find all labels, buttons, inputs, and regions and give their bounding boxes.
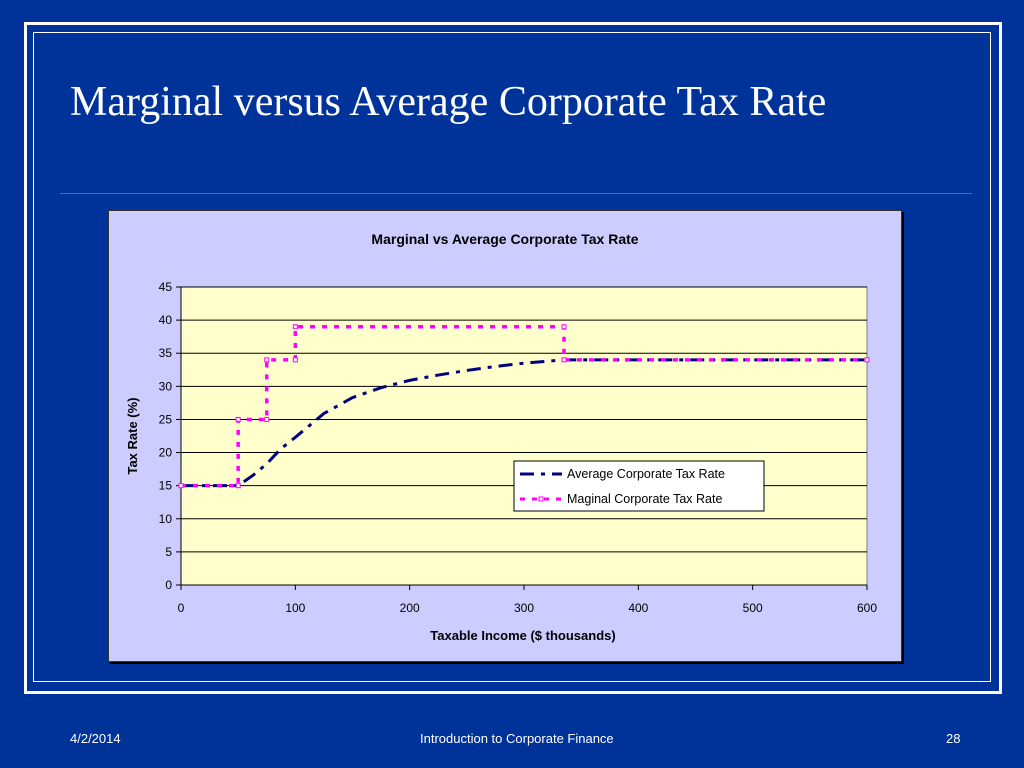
plot-area: 0 5 10 15 20 25 30 35 40 45 0 100 200 300 400 500 600 bbox=[159, 280, 878, 615]
y-tick-label: 0 bbox=[165, 578, 172, 592]
series-marker bbox=[235, 416, 241, 422]
series-marker bbox=[264, 416, 270, 422]
series-marker bbox=[178, 483, 184, 489]
legend-box bbox=[513, 460, 765, 512]
y-tick-label: 15 bbox=[159, 479, 173, 493]
y-tick-label: 35 bbox=[159, 346, 173, 360]
chart-title: Marginal vs Average Corporate Tax Rate bbox=[371, 231, 638, 247]
page-number: 28 bbox=[946, 731, 961, 746]
footer-title: Introduction to Corporate Finance bbox=[420, 731, 614, 746]
series-marker bbox=[235, 483, 241, 489]
title-divider bbox=[60, 193, 972, 194]
plot-background bbox=[180, 286, 868, 586]
x-tick-label: 300 bbox=[514, 601, 534, 615]
slide-frame-inner bbox=[33, 32, 991, 682]
x-tick-label: 200 bbox=[400, 601, 420, 615]
legend-label: Maginal Corporate Tax Rate bbox=[567, 492, 722, 506]
series-marker bbox=[292, 357, 298, 363]
slide-frame-outer bbox=[24, 22, 1002, 694]
slide-title: Marginal versus Average Corporate Tax Ra… bbox=[70, 79, 827, 125]
series-marker bbox=[264, 357, 270, 363]
legend-label: Average Corporate Tax Rate bbox=[567, 467, 725, 481]
y-tick-label: 5 bbox=[165, 545, 172, 559]
x-axis-label: Taxable Income ($ thousands) bbox=[430, 628, 615, 643]
series-marker bbox=[561, 324, 567, 330]
legend: Average Corporate Tax Rate Maginal Corpor… bbox=[513, 460, 765, 512]
x-tick-label: 600 bbox=[857, 601, 877, 615]
y-axis-label: Tax Rate (%) bbox=[125, 397, 140, 474]
series-marker bbox=[292, 324, 298, 330]
chart-container: Marginal vs Average Corporate Tax Rate T… bbox=[108, 210, 902, 662]
x-tick-label: 400 bbox=[628, 601, 648, 615]
legend-marker bbox=[538, 496, 544, 502]
x-tick-label: 500 bbox=[743, 601, 763, 615]
y-tick-label: 10 bbox=[159, 512, 173, 526]
chart-svg: Marginal vs Average Corporate Tax Rate T… bbox=[125, 231, 878, 643]
y-tick-label: 45 bbox=[159, 280, 173, 294]
y-tick-label: 40 bbox=[159, 313, 173, 327]
y-tick-label: 30 bbox=[159, 379, 173, 393]
y-tick-label: 25 bbox=[159, 412, 173, 426]
series-marker bbox=[864, 357, 870, 363]
series-marker bbox=[561, 357, 567, 363]
x-tick-label: 100 bbox=[285, 601, 305, 615]
footer-date: 4/2/2014 bbox=[70, 731, 121, 746]
x-tick-label: 0 bbox=[178, 601, 185, 615]
y-tick-label: 20 bbox=[159, 446, 173, 460]
